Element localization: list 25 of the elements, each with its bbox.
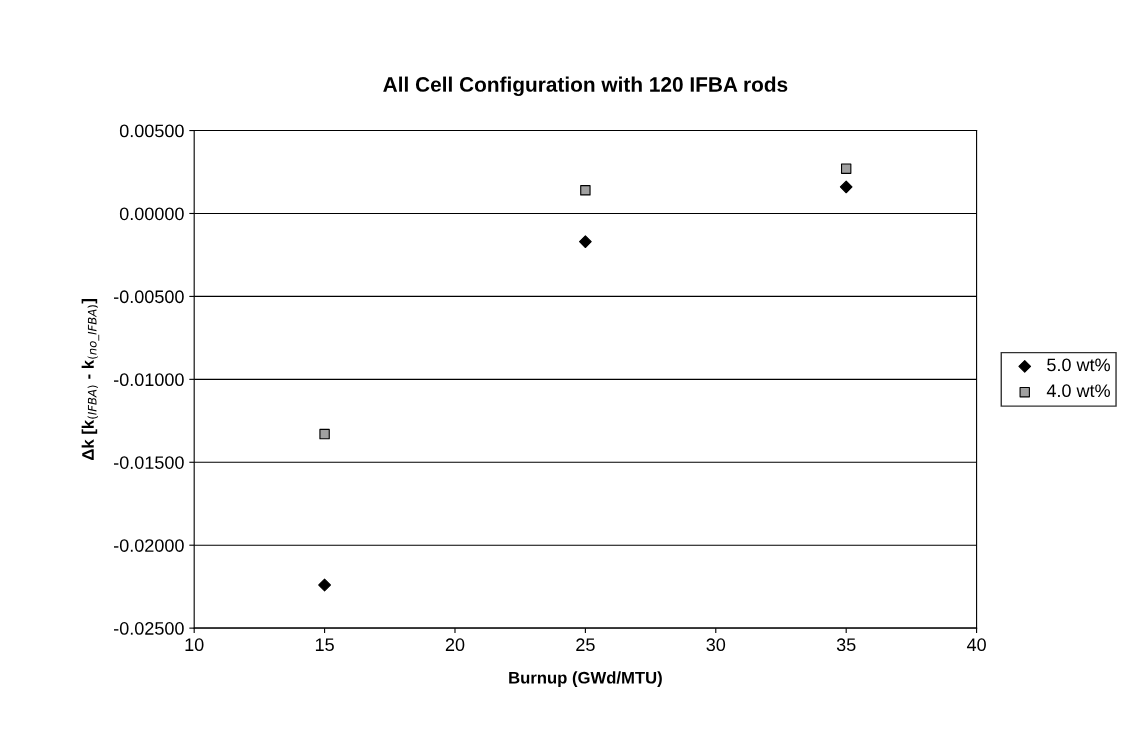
y-tick-label: -0.01000 bbox=[114, 373, 184, 387]
y-tick-label: -0.00500 bbox=[114, 290, 184, 304]
y-tick-label: 0.00000 bbox=[119, 207, 184, 221]
x-tick-label: 25 bbox=[576, 638, 595, 652]
y-tick-label: -0.02000 bbox=[114, 539, 184, 552]
y-tick-label: 0.00500 bbox=[119, 124, 184, 138]
point bbox=[318, 578, 331, 592]
point bbox=[579, 235, 592, 249]
y-axis-title: Δk [k$_{(IFBA)}$ - k$_{(no_IFBA)}$] bbox=[81, 299, 100, 460]
x-tick-label: 35 bbox=[836, 638, 856, 652]
x-axis-title: Burnup (GWd/MTU) bbox=[509, 671, 662, 687]
point bbox=[839, 180, 853, 194]
y-tick-label: -0.01500 bbox=[114, 456, 184, 469]
point bbox=[840, 163, 852, 174]
legend-label: 4.0 wt% bbox=[1046, 384, 1110, 398]
point bbox=[580, 185, 591, 196]
x-tick-label: 40 bbox=[966, 638, 986, 652]
x-tick-label: 15 bbox=[315, 638, 334, 652]
point bbox=[319, 428, 330, 440]
legend-label: 5.0 wt% bbox=[1047, 358, 1110, 372]
x-tick-label: 30 bbox=[706, 638, 726, 652]
y-tick-label: -0.02500 bbox=[114, 622, 184, 635]
x-tick-label: 10 bbox=[185, 638, 204, 652]
chart-title: All Cell Configuration with 120 IFBA rods bbox=[383, 76, 788, 97]
x-tick-label: 20 bbox=[445, 638, 465, 652]
